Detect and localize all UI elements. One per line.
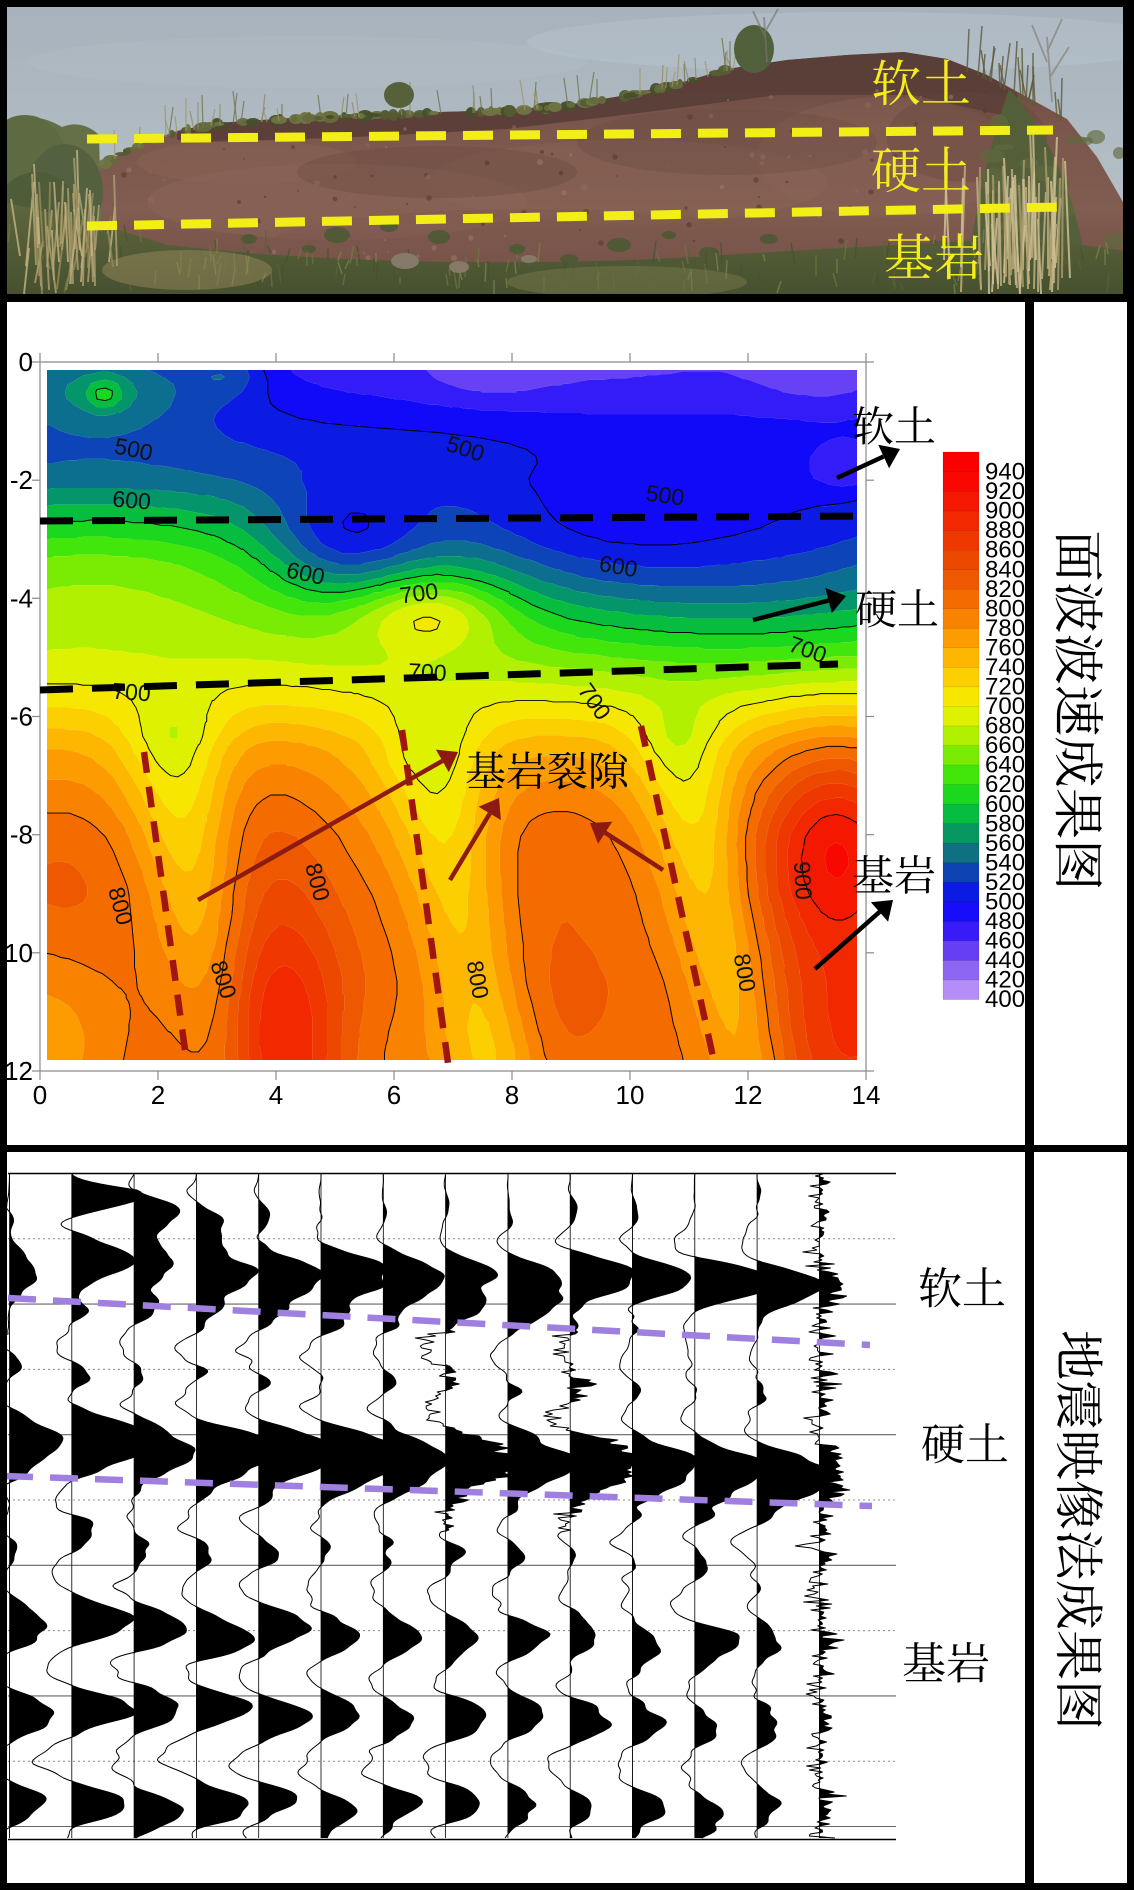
svg-text:420: 420 xyxy=(985,967,1025,994)
svg-text:4: 4 xyxy=(269,1080,283,1110)
svg-text:900: 900 xyxy=(789,861,817,901)
svg-text:540: 540 xyxy=(985,849,1025,876)
svg-text:440: 440 xyxy=(985,947,1025,974)
svg-text:10: 10 xyxy=(7,938,33,968)
svg-text:700: 700 xyxy=(408,658,448,686)
svg-text:500: 500 xyxy=(985,888,1025,915)
svg-text:720: 720 xyxy=(985,674,1025,701)
svg-text:-8: -8 xyxy=(10,820,33,850)
svg-text:560: 560 xyxy=(985,830,1025,857)
svg-text:480: 480 xyxy=(985,908,1025,935)
svg-text:0: 0 xyxy=(19,347,33,377)
svg-text:12: 12 xyxy=(734,1080,763,1110)
svg-text:880: 880 xyxy=(985,517,1025,544)
svg-text:700: 700 xyxy=(398,578,440,609)
svg-text:640: 640 xyxy=(985,752,1025,779)
svg-text:600: 600 xyxy=(111,485,151,514)
svg-text:760: 760 xyxy=(985,634,1025,661)
svg-text:800: 800 xyxy=(985,595,1025,622)
svg-text:920: 920 xyxy=(985,478,1025,505)
svg-text:680: 680 xyxy=(985,713,1025,740)
svg-text:860: 860 xyxy=(985,537,1025,564)
svg-text:400: 400 xyxy=(985,986,1025,1013)
svg-text:6: 6 xyxy=(387,1080,401,1110)
svg-text:660: 660 xyxy=(985,732,1025,759)
svg-text:700: 700 xyxy=(985,693,1025,720)
svg-text:740: 740 xyxy=(985,654,1025,681)
svg-text:840: 840 xyxy=(985,556,1025,583)
svg-text:14: 14 xyxy=(852,1080,881,1110)
svg-text:500: 500 xyxy=(644,480,686,511)
svg-text:460: 460 xyxy=(985,928,1025,955)
svg-text:620: 620 xyxy=(985,771,1025,798)
svg-text:12: 12 xyxy=(7,1056,33,1086)
svg-text:940: 940 xyxy=(985,459,1025,486)
svg-text:-2: -2 xyxy=(10,465,33,495)
svg-text:900: 900 xyxy=(985,498,1025,525)
svg-text:-6: -6 xyxy=(10,702,33,732)
svg-text:8: 8 xyxy=(505,1080,519,1110)
svg-text:-4: -4 xyxy=(10,583,33,613)
svg-text:2: 2 xyxy=(151,1080,165,1110)
svg-text:0: 0 xyxy=(33,1080,47,1110)
svg-text:600: 600 xyxy=(985,791,1025,818)
svg-text:820: 820 xyxy=(985,576,1025,603)
svg-text:700: 700 xyxy=(112,678,152,707)
svg-text:580: 580 xyxy=(985,810,1025,837)
svg-text:520: 520 xyxy=(985,869,1025,896)
svg-text:780: 780 xyxy=(985,615,1025,642)
svg-text:10: 10 xyxy=(616,1080,645,1110)
